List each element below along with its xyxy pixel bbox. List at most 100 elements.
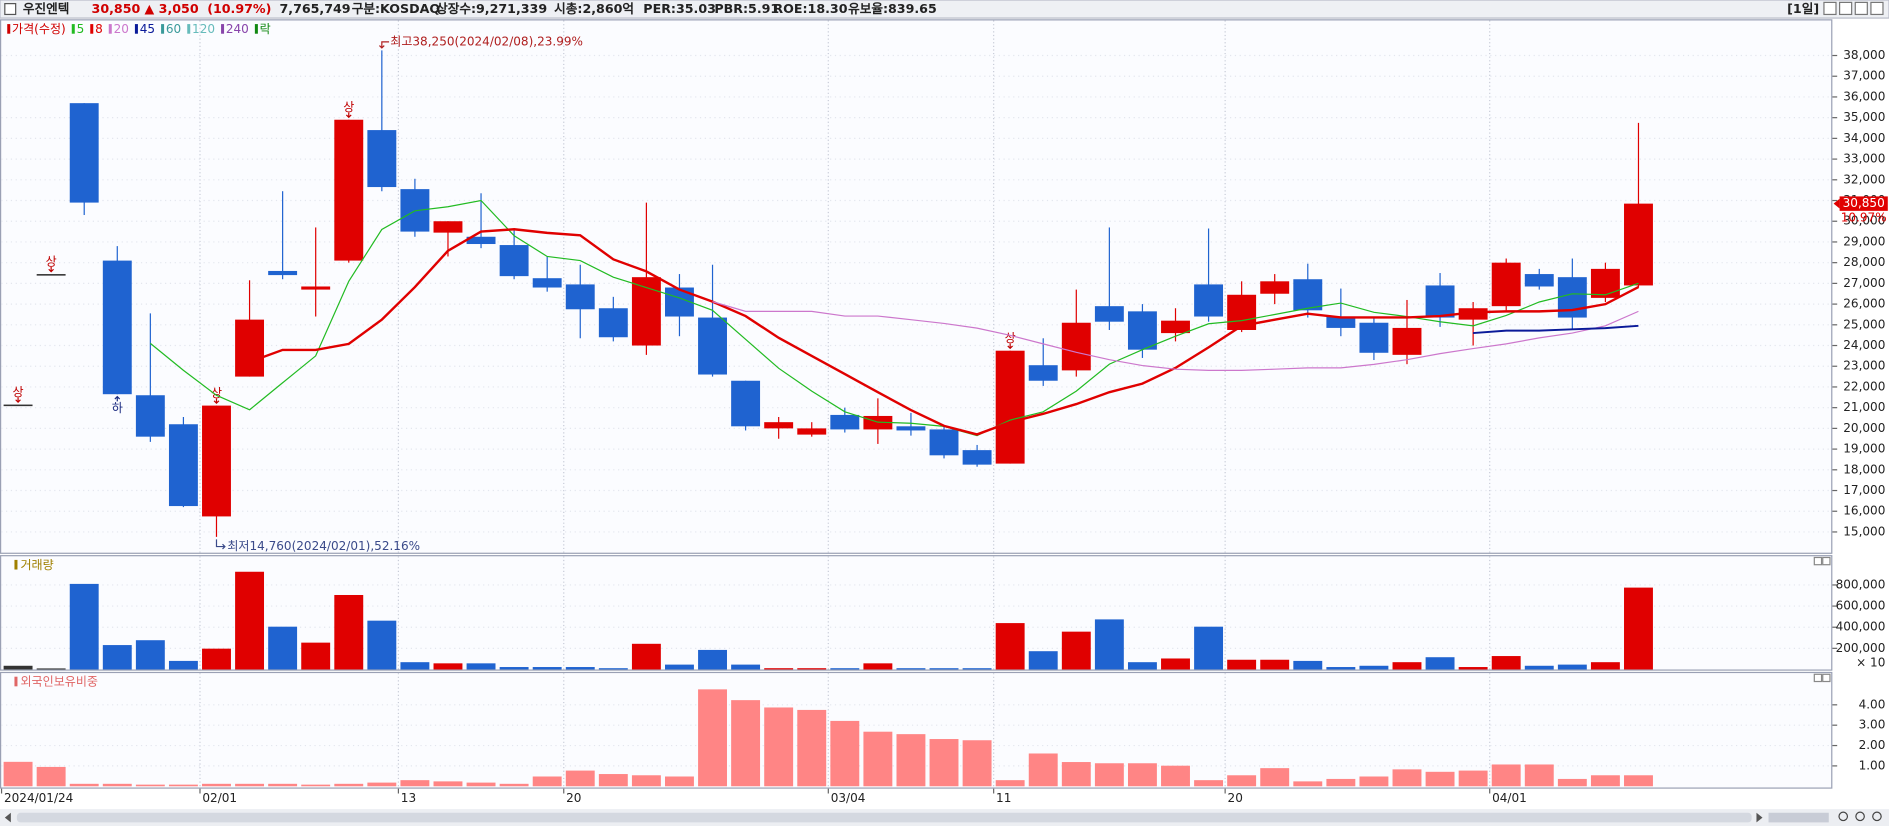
header-bar <box>0 0 1889 19</box>
y-tick-label: 18,000 <box>1843 462 1885 476</box>
per: PER:35.03 <box>643 1 716 16</box>
low-arrow <box>215 539 226 550</box>
bar <box>1458 770 1488 787</box>
bar <box>598 668 628 670</box>
bar <box>1425 657 1455 670</box>
bar <box>665 776 694 787</box>
candle-body <box>565 284 595 310</box>
y-tick-label: 22,000 <box>1843 379 1885 393</box>
candle-body <box>1425 285 1455 318</box>
candle-body <box>1028 365 1058 381</box>
panel-button[interactable] <box>1822 673 1831 683</box>
bar <box>962 668 992 670</box>
candle-body <box>1161 320 1190 334</box>
bar <box>268 626 298 670</box>
candle-body <box>3 404 33 407</box>
bar <box>830 720 860 787</box>
bar <box>268 783 298 787</box>
candle-body <box>731 380 761 427</box>
bar <box>995 780 1025 787</box>
bar <box>1061 631 1091 670</box>
bar <box>301 784 331 787</box>
y-tick-label: 20,000 <box>1843 421 1885 435</box>
bar <box>334 594 364 670</box>
candle-body <box>797 428 827 435</box>
y-tick-label: 35,000 <box>1843 110 1885 124</box>
x-tick-label: 11 <box>996 791 1011 805</box>
bar <box>1590 775 1620 787</box>
bar <box>1161 658 1190 670</box>
bar <box>3 665 33 670</box>
bar <box>1425 771 1455 787</box>
header-icon[interactable] <box>4 3 17 16</box>
candle-body <box>69 103 99 203</box>
window-button[interactable] <box>1854 1 1868 16</box>
bar <box>499 667 529 670</box>
candle-body <box>1094 306 1124 322</box>
window-button[interactable] <box>1870 1 1884 16</box>
bar <box>102 645 132 670</box>
bar <box>1557 778 1587 787</box>
scroll-thumb[interactable] <box>16 812 1752 823</box>
period[interactable]: [1일] <box>1787 1 1819 16</box>
scroll-right[interactable] <box>1756 812 1763 823</box>
candle-body <box>1590 268 1620 298</box>
ma-line <box>249 228 1639 436</box>
bar <box>665 664 694 670</box>
zoom-button[interactable] <box>1872 811 1882 822</box>
bar <box>1161 765 1190 787</box>
y-tick-label: 800,000 <box>1836 577 1886 591</box>
zoom-slider[interactable] <box>1768 812 1829 823</box>
bar <box>466 782 496 787</box>
x-tick-label: 03/04 <box>831 791 866 805</box>
y-tick-label: 38,000 <box>1843 48 1885 62</box>
candle-body <box>995 350 1025 464</box>
x-tick-label: 20 <box>1228 791 1243 805</box>
candle-body <box>698 317 727 375</box>
y-tick-label: 32,000 <box>1843 172 1885 186</box>
bar <box>797 668 827 670</box>
candle-body <box>499 245 529 277</box>
bar <box>929 739 959 787</box>
x-tick-label: 02/01 <box>202 791 237 805</box>
bar <box>1557 664 1587 670</box>
x-tick-label: 04/01 <box>1492 791 1527 805</box>
y-tick-label: 600,000 <box>1836 599 1886 613</box>
panel-button[interactable] <box>1813 556 1823 566</box>
change: ▲ 3,050 <box>145 1 199 16</box>
panel-button[interactable] <box>1822 556 1831 566</box>
bar <box>1260 768 1290 787</box>
bar <box>301 642 331 670</box>
price: 30,850 <box>92 1 141 16</box>
legend-label: 락 <box>260 22 271 36</box>
bar <box>36 766 66 787</box>
bar <box>1624 587 1653 670</box>
limit-arrow <box>1007 343 1013 350</box>
scroll-left[interactable] <box>4 812 11 823</box>
candle-body <box>1458 308 1488 320</box>
bar <box>168 660 198 670</box>
limit-label: 상 <box>1005 331 1016 345</box>
legend-marker <box>7 24 11 34</box>
bar <box>1061 762 1091 787</box>
candle-body <box>466 236 496 245</box>
bar <box>532 776 562 787</box>
price-panel <box>0 19 1833 554</box>
candle-body <box>1061 322 1091 371</box>
bar <box>36 668 66 670</box>
window-button[interactable] <box>1839 1 1853 16</box>
bar <box>1028 651 1058 670</box>
limit-arrow <box>345 112 352 119</box>
y-tick-label: 17,000 <box>1843 483 1885 497</box>
shares: 상장수:9,271,339 <box>436 1 547 16</box>
legend-marker <box>254 24 258 34</box>
window-button[interactable] <box>1823 1 1837 16</box>
zoom-button[interactable] <box>1838 811 1849 822</box>
bar <box>168 784 198 787</box>
panel-button[interactable] <box>1813 673 1823 683</box>
reserve-ratio: 유보율:839.65 <box>848 1 937 16</box>
candle-body <box>1260 281 1290 294</box>
bar <box>3 761 33 787</box>
zoom-button[interactable] <box>1855 811 1865 822</box>
candle-body <box>598 308 628 338</box>
